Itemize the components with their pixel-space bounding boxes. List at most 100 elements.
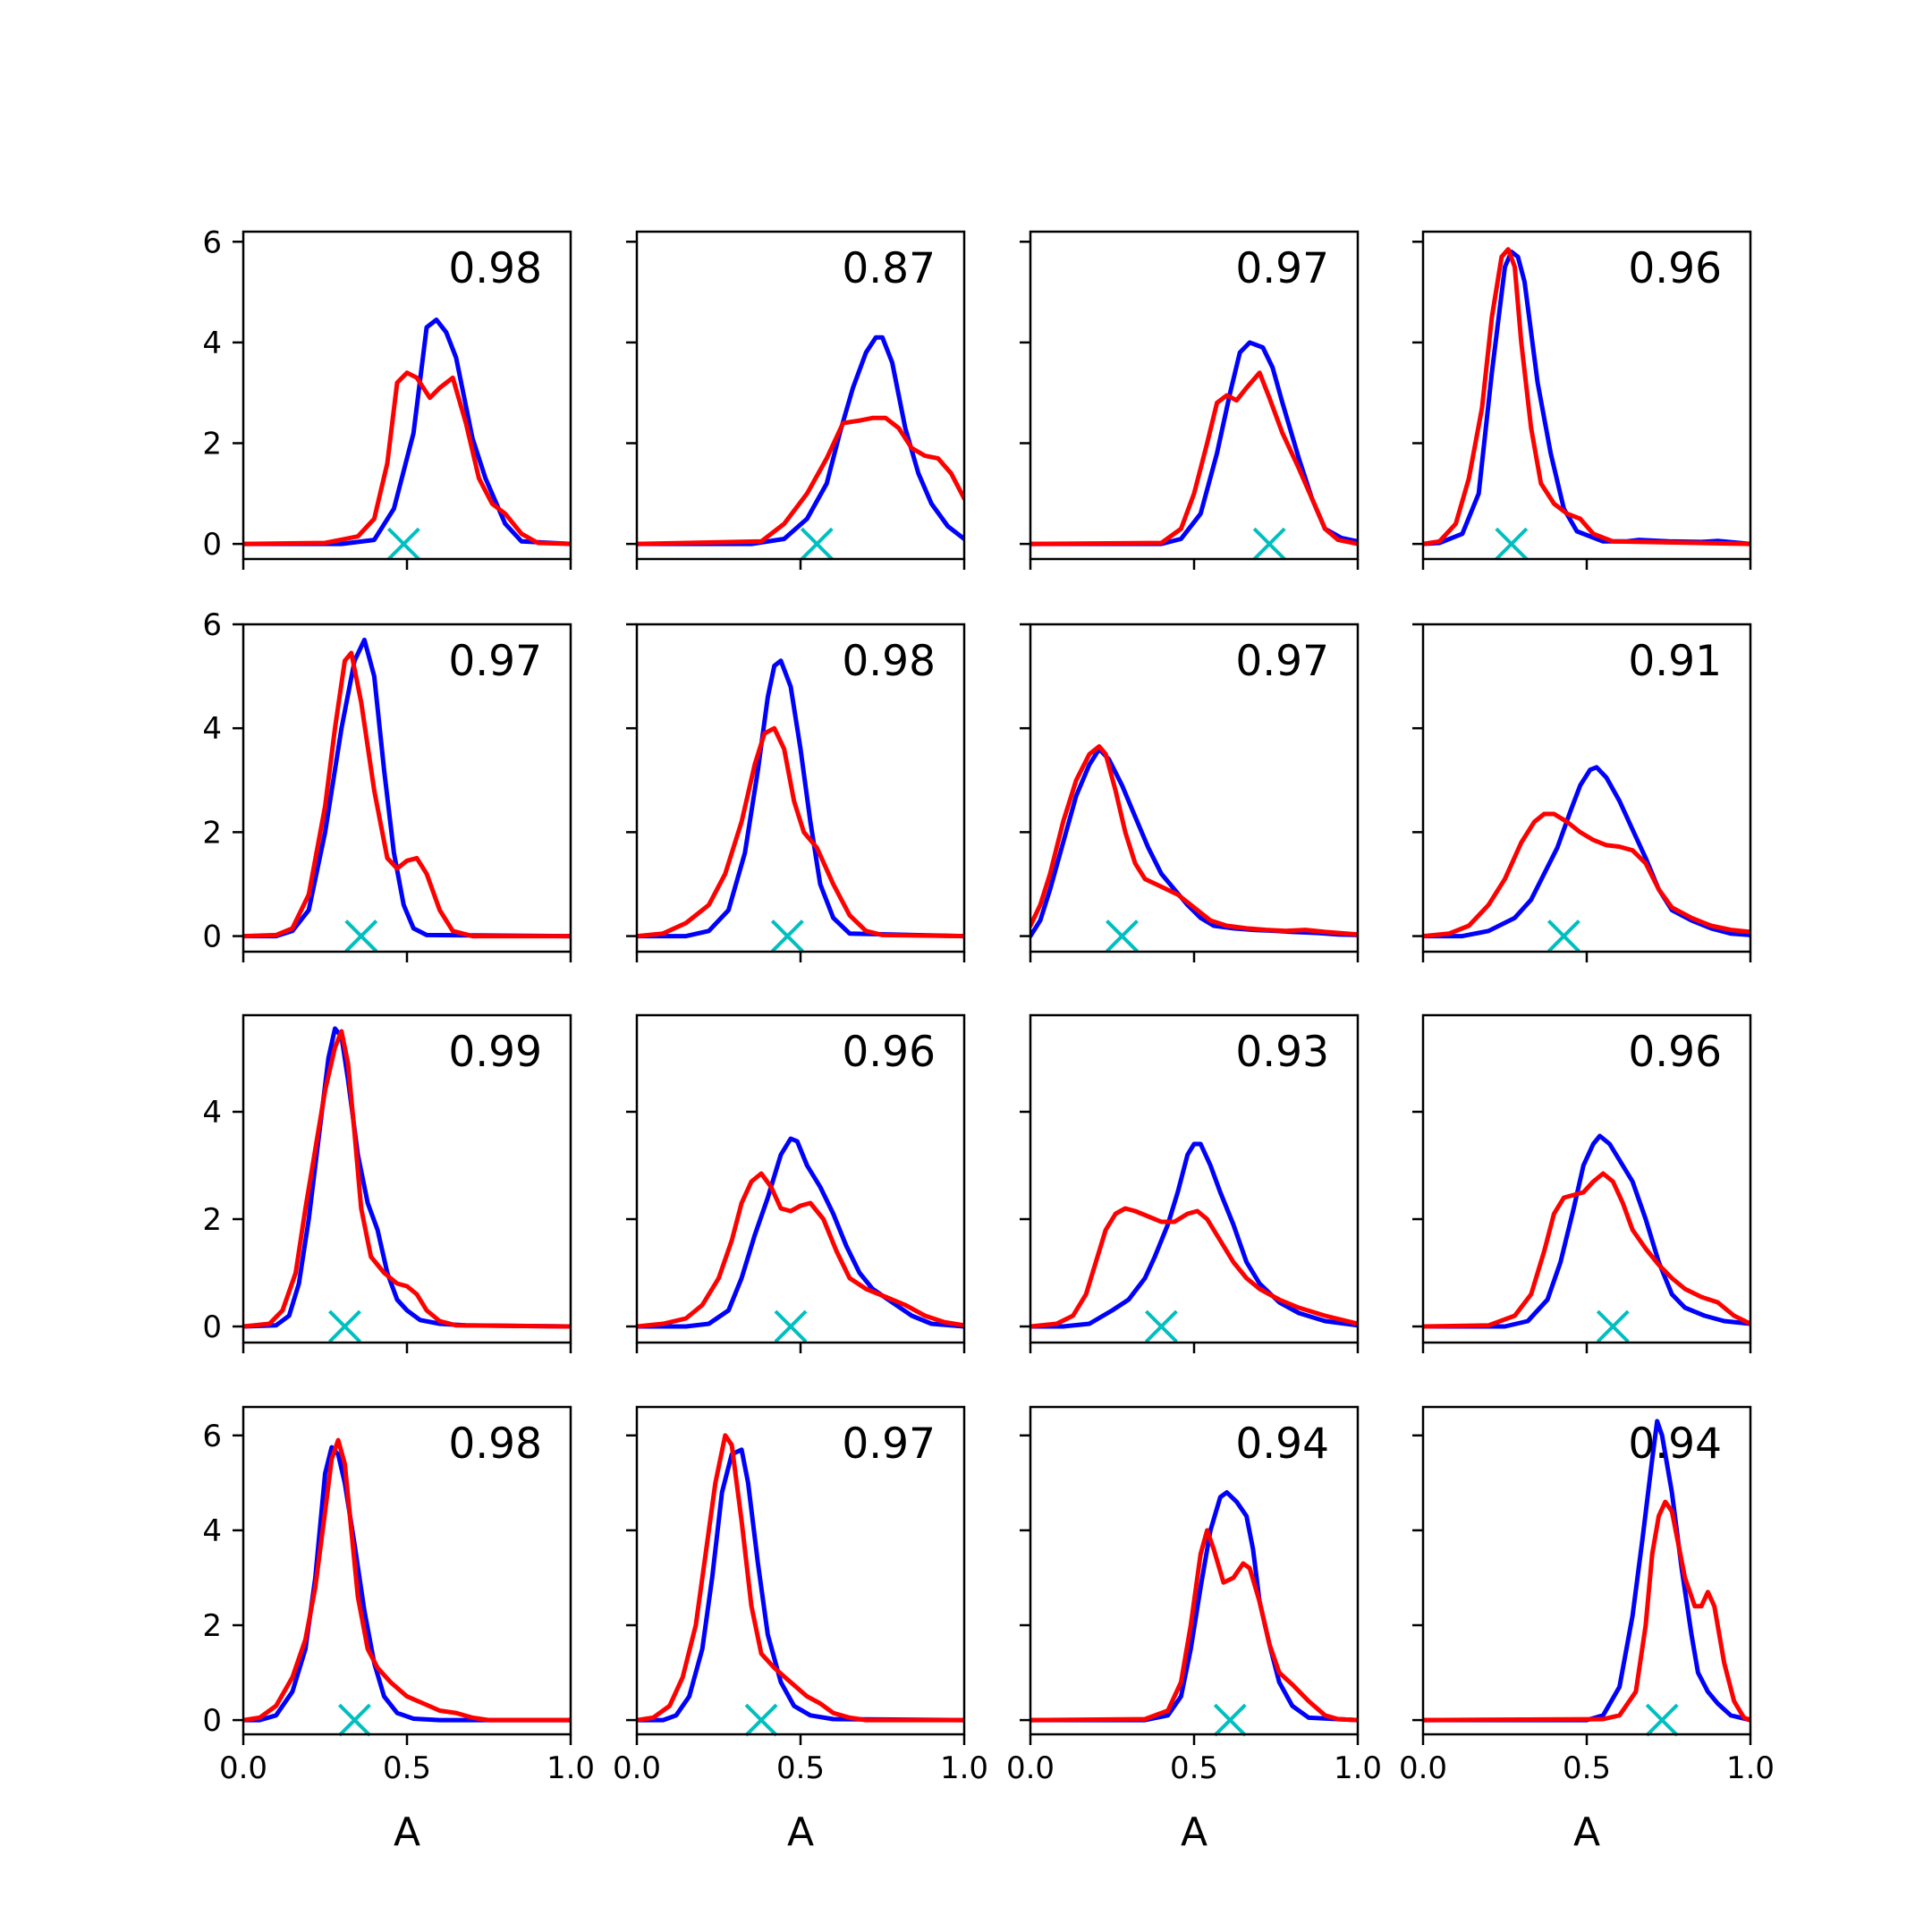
red-density-line bbox=[1030, 1528, 1358, 1723]
true-value-marker bbox=[328, 1309, 361, 1343]
true-value-marker bbox=[770, 919, 804, 953]
x-tick-label: 0.0 bbox=[1399, 1750, 1447, 1786]
x-tick-label: 1.0 bbox=[1334, 1750, 1382, 1786]
x-tick-label: 1.0 bbox=[940, 1750, 988, 1786]
x-axis-label: A bbox=[394, 1809, 420, 1855]
panel-curves bbox=[1030, 744, 1358, 939]
red-density-line bbox=[1423, 247, 1750, 547]
true-value-marker bbox=[1213, 1703, 1247, 1737]
blue-density-line bbox=[1423, 1419, 1750, 1723]
blue-density-line bbox=[243, 318, 571, 547]
panel-score-label: 0.98 bbox=[448, 1419, 542, 1469]
panel-12: 0.96 bbox=[1412, 1013, 1752, 1353]
blue-density-line bbox=[243, 637, 571, 939]
x-tick-label: 0.5 bbox=[383, 1750, 431, 1786]
panel-2: 0.87 bbox=[626, 230, 966, 570]
panel-curves bbox=[637, 658, 964, 939]
panel-14: 0.0 0.5 1.0 A 0.97 bbox=[613, 1405, 988, 1855]
panel-10: 0.96 bbox=[626, 1013, 966, 1353]
true-value-marker bbox=[1546, 919, 1580, 953]
y-tick-label: 2 bbox=[202, 1202, 222, 1238]
panel-curves bbox=[1030, 1490, 1358, 1723]
x-axis-label: A bbox=[1573, 1809, 1600, 1855]
panel-score-label: 0.99 bbox=[448, 1028, 542, 1077]
true-value-marker bbox=[344, 919, 378, 953]
red-density-line bbox=[243, 1029, 571, 1329]
red-density-line bbox=[637, 1433, 964, 1723]
panel-curves bbox=[637, 1136, 964, 1329]
blue-density-line bbox=[243, 1445, 571, 1723]
panel-score-label: 0.94 bbox=[1235, 1419, 1329, 1469]
x-axis-label: A bbox=[1181, 1809, 1208, 1855]
panel-curves bbox=[1423, 765, 1750, 939]
y-tick-label: 0 bbox=[202, 527, 222, 563]
panel-curves bbox=[1423, 247, 1750, 547]
y-tick-label: 2 bbox=[202, 426, 222, 462]
y-tick-label: 0 bbox=[202, 1309, 222, 1345]
panel-curves bbox=[243, 1026, 571, 1329]
panel-score-label: 0.97 bbox=[1235, 637, 1329, 686]
panel-score-label: 0.93 bbox=[1235, 1028, 1329, 1077]
panel-score-label: 0.97 bbox=[842, 1419, 936, 1469]
red-density-line bbox=[1030, 1206, 1358, 1329]
y-tick-label: 4 bbox=[202, 1095, 222, 1131]
true-value-marker bbox=[1495, 527, 1529, 561]
x-tick-label: 0.5 bbox=[776, 1750, 825, 1786]
x-tick-label: 0.0 bbox=[1006, 1750, 1055, 1786]
red-density-line bbox=[1030, 370, 1358, 547]
panel-curves bbox=[243, 637, 571, 939]
panel-score-label: 0.96 bbox=[1628, 1028, 1722, 1077]
x-tick-label: 1.0 bbox=[547, 1750, 595, 1786]
y-tick-label: 6 bbox=[202, 607, 222, 643]
blue-density-line bbox=[1030, 1490, 1358, 1723]
blue-density-line bbox=[637, 1136, 964, 1329]
y-tick-label: 0 bbox=[202, 919, 222, 955]
x-tick-label: 0.0 bbox=[219, 1750, 267, 1786]
panel-13: 0.0 0.5 1.0 0 2 4 6 A 0.98 bbox=[202, 1405, 595, 1855]
panel-7: 0.97 bbox=[1020, 623, 1360, 962]
panel-curves bbox=[1423, 1419, 1750, 1723]
x-tick-label: 0.5 bbox=[1170, 1750, 1218, 1786]
panel-score-label: 0.96 bbox=[842, 1028, 936, 1077]
panel-9: 0 2 4 0.99 bbox=[202, 1013, 572, 1353]
y-tick-label: 6 bbox=[202, 225, 222, 260]
panel-score-label: 0.87 bbox=[842, 244, 936, 293]
red-density-line bbox=[243, 370, 571, 547]
x-axis-label: A bbox=[787, 1809, 814, 1855]
x-tick-label: 0.5 bbox=[1563, 1750, 1611, 1786]
panel-8: 0.91 bbox=[1412, 623, 1752, 962]
y-tick-label: 4 bbox=[202, 326, 222, 361]
true-value-marker bbox=[744, 1703, 778, 1737]
panel-5: 0 2 4 6 0.97 bbox=[202, 607, 572, 962]
y-tick-label: 2 bbox=[202, 815, 222, 851]
red-density-line bbox=[637, 415, 964, 547]
y-tick-label: 6 bbox=[202, 1419, 222, 1454]
panel-score-label: 0.96 bbox=[1628, 244, 1722, 293]
blue-density-line bbox=[1030, 1141, 1358, 1329]
panel-1: 0 2 4 6 0.98 bbox=[202, 225, 572, 570]
true-value-marker bbox=[1645, 1703, 1679, 1737]
true-value-marker bbox=[1596, 1309, 1630, 1343]
blue-density-line bbox=[637, 1447, 964, 1723]
red-density-line bbox=[1423, 811, 1750, 939]
panel-score-label: 0.98 bbox=[448, 244, 542, 293]
red-density-line bbox=[1030, 744, 1358, 937]
panel-curves bbox=[637, 335, 964, 547]
blue-density-line bbox=[1423, 1133, 1750, 1329]
panel-4: 0.96 bbox=[1412, 230, 1752, 570]
panel-curves bbox=[637, 1433, 964, 1723]
y-tick-label: 4 bbox=[202, 1513, 222, 1549]
panel-3: 0.97 bbox=[1020, 230, 1360, 570]
panel-15: 0.0 0.5 1.0 A 0.94 bbox=[1006, 1405, 1382, 1855]
true-value-marker bbox=[338, 1703, 371, 1737]
red-density-line bbox=[243, 1437, 571, 1723]
blue-density-line bbox=[1423, 250, 1750, 547]
true-value-marker bbox=[1252, 527, 1286, 561]
red-density-line bbox=[1423, 1171, 1750, 1329]
red-density-line bbox=[1423, 1499, 1750, 1723]
true-value-marker bbox=[800, 527, 834, 561]
panel-curves bbox=[243, 318, 571, 547]
blue-density-line bbox=[1423, 765, 1750, 939]
x-tick-label: 1.0 bbox=[1726, 1750, 1775, 1786]
